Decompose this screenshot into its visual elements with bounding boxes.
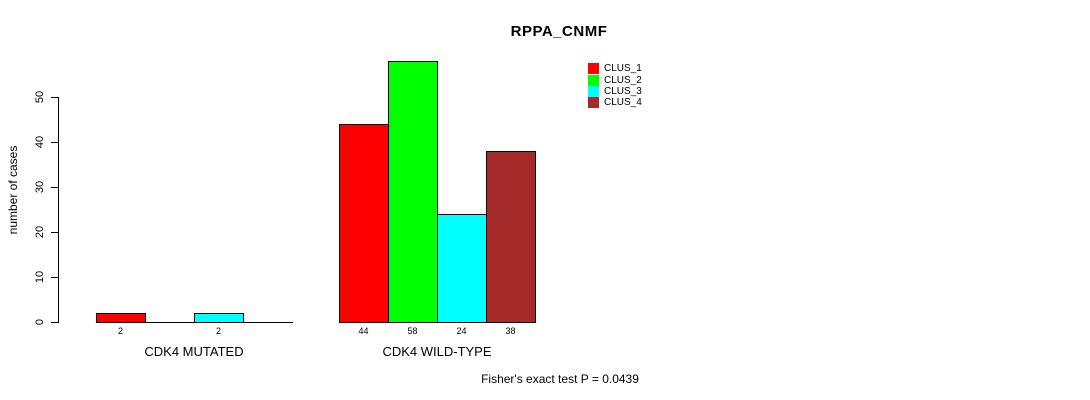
bar-CLUS_1 (96, 313, 146, 323)
y-tick-mark (51, 322, 58, 323)
bar-value-label: 2 (215, 326, 222, 336)
bar-CLUS_2 (388, 61, 438, 323)
legend-swatch-icon (588, 63, 599, 75)
y-tick-label: 20 (34, 225, 46, 239)
y-tick-mark (51, 97, 58, 98)
legend: CLUS_1 CLUS_2 CLUS_3 CLUS_4 (588, 63, 642, 109)
bar-CLUS_3 (437, 214, 487, 323)
x-group-label: CDK4 WILD-TYPE (382, 344, 492, 359)
x-group-label: CDK4 MUTATED (144, 344, 244, 359)
bar-CLUS_1 (339, 124, 389, 323)
y-tick-label: 30 (34, 180, 46, 194)
legend-item: CLUS_1 (588, 63, 642, 75)
y-tick-label: 40 (34, 135, 46, 149)
bar-value-label: 2 (117, 326, 124, 336)
legend-label: CLUS_2 (604, 74, 642, 86)
legend-label: CLUS_3 (604, 85, 642, 97)
legend-item: CLUS_2 (588, 74, 642, 86)
legend-swatch-icon (588, 97, 599, 109)
bar-CLUS_4 (486, 151, 536, 323)
bar-value-label: 44 (358, 326, 369, 336)
y-tick-mark (51, 142, 58, 143)
bar-value-label: 38 (505, 326, 516, 336)
y-tick-mark (51, 187, 58, 188)
bar-CLUS_3 (194, 313, 244, 323)
legend-item: CLUS_3 (588, 85, 642, 97)
y-tick-label: 10 (34, 270, 46, 284)
y-axis-line (58, 97, 59, 323)
y-tick-label: 0 (34, 318, 46, 326)
bar-value-label: 58 (407, 326, 418, 336)
legend-label: CLUS_1 (604, 63, 642, 75)
y-tick-label: 50 (34, 90, 46, 104)
legend-label: CLUS_4 (604, 97, 642, 109)
legend-swatch-icon (588, 74, 599, 86)
y-tick-mark (51, 232, 58, 233)
legend-item: CLUS_4 (588, 97, 642, 109)
y-axis-label: number of cases (6, 145, 20, 235)
legend-swatch-icon (588, 85, 599, 97)
y-tick-mark (51, 277, 58, 278)
annotation-text: Fisher's exact test P = 0.0439 (481, 372, 639, 386)
chart-title: RPPA_CNMF (510, 23, 608, 40)
bar-value-label: 24 (456, 326, 467, 336)
